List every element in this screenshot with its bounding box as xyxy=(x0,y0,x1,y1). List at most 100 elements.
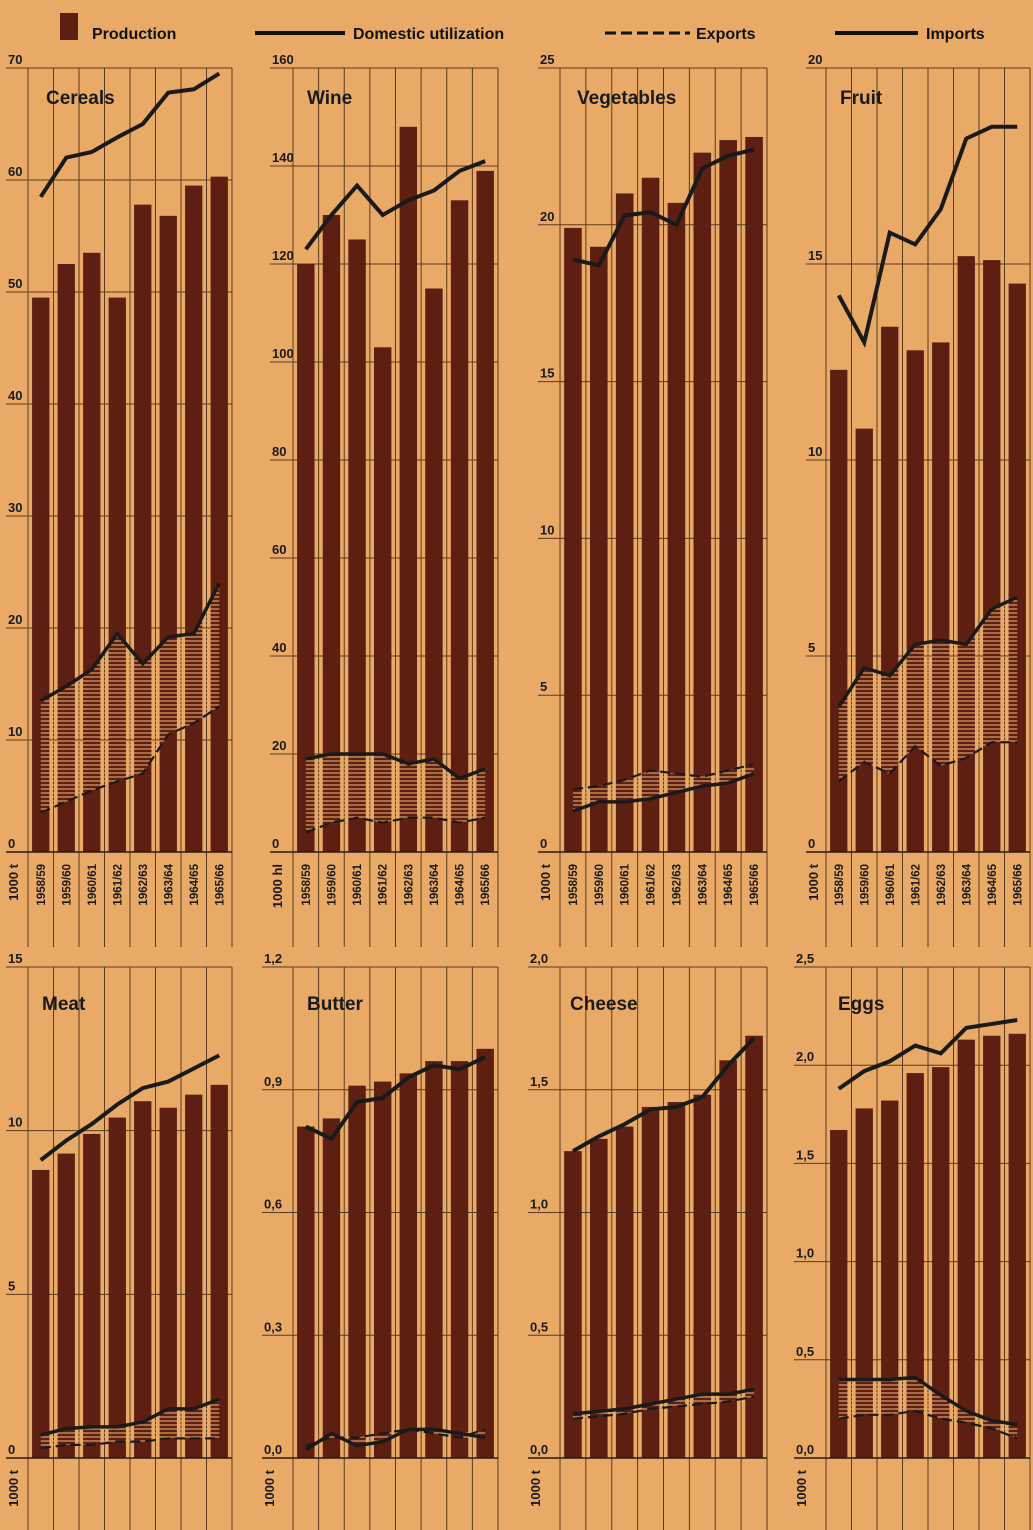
fruit-chart: 0 5 10 15 20 Fruit 1958/59 1959/60 1960/61 1961/6… xyxy=(806,52,1031,947)
eggs-production-bar xyxy=(1008,1033,1026,1458)
cheese-imports-line xyxy=(572,1387,755,1416)
butter-unit-label: 1000 t xyxy=(262,1469,277,1507)
butter-exports-line xyxy=(305,1428,486,1447)
cheese-ytick-label: 1,5 xyxy=(530,1074,548,1089)
meat-trade-area xyxy=(40,1399,220,1449)
wine-unit-label: 1000 hl xyxy=(270,864,285,908)
wine-production-bar xyxy=(348,239,366,852)
vegetables-ytick-label: 10 xyxy=(540,522,554,537)
meat-imports-line xyxy=(40,1397,220,1437)
vegetables-production-bar xyxy=(693,152,712,852)
meat-production-bar xyxy=(159,1107,177,1458)
eggs-ytick-label: 0,5 xyxy=(796,1344,814,1359)
vegetables-category-label: 1964/65 xyxy=(723,863,735,905)
vegetables-ytick-label: 5 xyxy=(540,679,547,694)
cereals-production-bar xyxy=(185,185,203,853)
vegetables-production-bar xyxy=(667,202,686,852)
wine-production-bar xyxy=(322,215,341,852)
fruit-category-label: 1958/59 xyxy=(834,864,846,906)
fruit-production-bar xyxy=(906,350,924,852)
fruit-ytick-label: 15 xyxy=(808,248,822,263)
cereals-ytick-label: 0 xyxy=(8,836,15,851)
vegetables-production-bar xyxy=(719,140,737,853)
fruit-category-label: 1959/60 xyxy=(859,864,871,906)
wine-category-label: 1958/59 xyxy=(301,864,313,906)
cheese-unit-label: 1000 t xyxy=(528,1469,543,1507)
wine-production-bar xyxy=(476,170,494,852)
eggs-production-bar xyxy=(830,1130,848,1458)
fruit-category-label: 1960/61 xyxy=(885,863,897,905)
vegetables-category-label: 1960/61 xyxy=(620,863,632,905)
eggs-ytick-label: 1,5 xyxy=(796,1147,814,1162)
butter-ytick-label: 0,0 xyxy=(264,1442,282,1457)
wine-ytick-label: 140 xyxy=(272,150,294,165)
legend-exports-label: Exports xyxy=(696,26,756,43)
cheese-ytick-label: 2,0 xyxy=(530,951,548,966)
meat-production-bar xyxy=(210,1084,228,1458)
fruit-ytick-label: 20 xyxy=(808,52,822,67)
cereals-production-bar xyxy=(210,176,228,852)
cheese-chart: 0,0 0,5 1,0 1,5 2,0 Cheese 1000 t xyxy=(528,951,768,1530)
vegetables-category-label: 1963/64 xyxy=(697,863,709,905)
vegetables-ytick-label: 20 xyxy=(540,209,554,224)
meat-ytick-label: 0 xyxy=(8,1442,15,1457)
meat-production-bar xyxy=(185,1094,203,1458)
wine-category-label: 1961/62 xyxy=(378,864,390,906)
cereals-production-bar xyxy=(159,215,177,853)
vegetables-category-label: 1959/60 xyxy=(594,864,606,906)
eggs-production-bar xyxy=(983,1035,1001,1458)
meat-production-bar xyxy=(134,1101,152,1458)
vegetables-unit-label: 1000 t xyxy=(538,863,553,901)
cereals-category-label: 1959/60 xyxy=(61,864,73,906)
eggs-production-bar xyxy=(906,1073,924,1458)
butter-title: Butter xyxy=(307,994,364,1015)
wine-ytick-label: 120 xyxy=(272,248,294,263)
eggs-production-bar xyxy=(855,1108,873,1458)
cheese-production-bar xyxy=(667,1102,686,1458)
fruit-trade-area xyxy=(838,597,1018,782)
fruit-unit-label: 1000 t xyxy=(806,863,821,901)
vegetables-production-bar xyxy=(564,227,582,852)
vegetables-production-bar xyxy=(590,246,608,852)
cheese-ytick-label: 0,0 xyxy=(530,1442,548,1457)
butter-domestic-line xyxy=(304,1055,487,1142)
eggs-unit-label: 1000 t xyxy=(794,1469,809,1507)
vegetables-production-bar xyxy=(641,177,660,852)
fruit-category-label: 1964/65 xyxy=(987,863,999,905)
cereals-chart: 0 10 20 30 40 50 60 70 Cereals 1958/59 1959/60 1960… xyxy=(6,52,233,947)
vegetables-ytick-label: 25 xyxy=(540,52,554,67)
meat-unit-label: 1000 t xyxy=(6,1469,21,1507)
cheese-domestic-line xyxy=(571,1036,756,1153)
legend-production-swatch xyxy=(60,13,78,40)
vegetables-chart: 0 5 10 15 20 25 Vegetables 1958/59 1959/60 1960/6… xyxy=(538,52,768,947)
wine-production-bar xyxy=(425,288,443,852)
eggs-ytick-label: 1,0 xyxy=(796,1246,814,1261)
butter-ytick-label: 1,2 xyxy=(264,951,282,966)
wine-trade-area xyxy=(305,754,486,833)
fruit-category-label: 1965/66 xyxy=(1012,864,1024,906)
butter-production-bar xyxy=(322,1118,341,1458)
wine-domestic-line xyxy=(304,159,486,251)
butter-ytick-label: 0,3 xyxy=(264,1319,282,1334)
butter-production-bar xyxy=(373,1081,392,1458)
vegetables-ytick-label: 15 xyxy=(540,366,554,381)
wine-ytick-label: 100 xyxy=(272,346,294,361)
meat-production-bar xyxy=(108,1117,126,1458)
cereals-category-label: 1960/61 xyxy=(87,863,99,905)
vegetables-category-label: 1958/59 xyxy=(568,864,580,906)
wine-category-label: 1963/64 xyxy=(429,863,441,905)
wine-category-label: 1965/66 xyxy=(480,864,492,906)
vegetables-category-label: 1961/62 xyxy=(646,864,658,906)
wine-title: Wine xyxy=(307,88,352,109)
meat-chart: 0 5 10 15 Meat 1000 t xyxy=(6,951,233,1530)
fruit-imports-line xyxy=(837,595,1018,708)
wine-ytick-label: 20 xyxy=(272,738,286,753)
wine-category-label: 1962/63 xyxy=(403,864,415,906)
fruit-exports-line xyxy=(838,741,1018,783)
butter-production-bar xyxy=(399,1073,418,1458)
fruit-production-bar xyxy=(1008,283,1026,853)
vegetables-category-label: 1965/66 xyxy=(749,864,761,906)
cereals-category-label: 1963/64 xyxy=(163,863,175,905)
meat-production-bar xyxy=(57,1153,75,1458)
